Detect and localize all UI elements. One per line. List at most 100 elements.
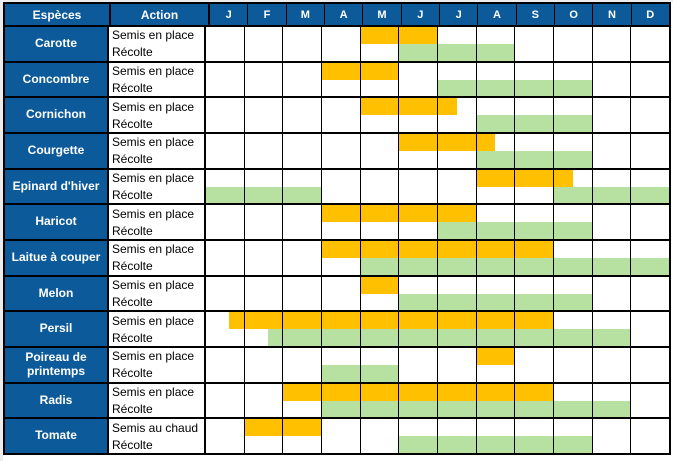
month-cell xyxy=(361,43,400,61)
action-cell: Semis en place xyxy=(109,276,206,294)
month-cell xyxy=(361,98,400,116)
month-cell xyxy=(554,436,593,454)
month-cell xyxy=(477,348,516,365)
month-gridlines xyxy=(206,62,669,80)
month-cell xyxy=(477,419,516,437)
month-grid xyxy=(206,241,669,258)
month-cell xyxy=(554,383,593,401)
month-cell xyxy=(245,257,284,275)
header-species: Espèces xyxy=(5,4,111,25)
month-cell xyxy=(477,43,516,61)
month-cell xyxy=(477,222,516,240)
month-cell xyxy=(206,419,245,437)
month-cell xyxy=(206,79,245,97)
action-row: Semis en place xyxy=(109,312,669,330)
month-cell xyxy=(554,79,593,97)
month-cell xyxy=(399,436,439,454)
species-rows: Semis en place Récolte xyxy=(109,134,669,168)
month-cell xyxy=(361,186,400,204)
header-month: D xyxy=(646,8,655,21)
month-cell xyxy=(206,436,245,454)
month-cell xyxy=(554,257,593,275)
action-cell: Récolte xyxy=(109,150,206,168)
recolte-segment xyxy=(476,150,592,168)
month-cell xyxy=(631,27,669,44)
month-cell xyxy=(361,436,400,454)
month-cell xyxy=(206,400,245,418)
action-cell: Semis en place xyxy=(109,348,206,365)
semis-segment xyxy=(283,383,554,401)
month-gridlines xyxy=(206,134,669,151)
species-block: Melon Semis en place Récolte xyxy=(5,276,669,313)
month-cell xyxy=(593,400,632,418)
month-cell xyxy=(554,293,593,311)
header-month: A xyxy=(478,4,517,25)
month-cell xyxy=(593,98,632,116)
month-grid xyxy=(206,257,669,275)
month-cell xyxy=(399,134,439,151)
month-cell xyxy=(631,419,669,436)
month-grid xyxy=(206,150,669,168)
month-grid xyxy=(206,383,669,401)
month-cell xyxy=(515,134,555,151)
month-cell xyxy=(283,222,323,240)
month-grid xyxy=(206,348,669,365)
month-cell xyxy=(515,241,555,258)
header-month: M xyxy=(287,4,325,25)
month-grid xyxy=(206,27,669,44)
month-cell xyxy=(631,115,669,132)
month-cell xyxy=(322,222,361,240)
month-grid xyxy=(206,400,669,418)
month-gridlines xyxy=(206,43,669,61)
species-cell: Laitue à couper xyxy=(5,241,109,275)
month-cell xyxy=(554,62,593,80)
month-cell xyxy=(361,383,400,401)
action-cell: Semis en place xyxy=(109,169,206,187)
month-cell xyxy=(283,257,323,275)
month-cell xyxy=(438,348,477,365)
month-cell xyxy=(554,27,593,44)
month-cell xyxy=(322,400,361,418)
month-cell xyxy=(361,205,400,223)
month-grid xyxy=(206,364,669,382)
species-cell: Epinard d'hiver xyxy=(5,169,109,204)
month-cell xyxy=(399,419,439,437)
month-cell xyxy=(477,62,516,80)
month-cell xyxy=(515,205,555,223)
month-gridlines xyxy=(206,150,669,168)
month-cell xyxy=(438,222,477,240)
month-cell xyxy=(593,329,632,347)
species-cell: Haricot xyxy=(5,205,109,240)
month-cell xyxy=(322,150,361,168)
month-cell xyxy=(361,293,400,311)
action-row: Récolte xyxy=(109,186,669,204)
month-cell xyxy=(283,364,323,382)
month-cell xyxy=(283,419,323,437)
month-gridlines xyxy=(206,115,669,133)
month-cell xyxy=(399,115,439,133)
month-cell xyxy=(438,134,477,151)
month-cell xyxy=(477,364,516,382)
month-cell xyxy=(361,312,400,330)
month-cell xyxy=(438,400,477,418)
month-cell xyxy=(206,257,245,275)
species-rows: Semis en place Récolte xyxy=(109,169,669,204)
species-block: Tomate Semis au chaud Récolte xyxy=(5,419,669,454)
month-cell xyxy=(477,79,516,97)
month-cell xyxy=(438,205,477,223)
month-grid xyxy=(206,329,669,347)
month-cell xyxy=(515,383,555,401)
month-cell xyxy=(477,383,516,401)
month-cell xyxy=(515,419,555,437)
month-cell xyxy=(438,419,477,437)
month-cell xyxy=(399,364,439,382)
month-cell xyxy=(361,241,400,258)
month-cell xyxy=(245,205,284,223)
month-cell xyxy=(206,364,245,382)
month-cell xyxy=(631,187,669,204)
action-cell: Semis en place xyxy=(109,27,206,44)
action-row: Récolte xyxy=(109,257,669,275)
month-cell xyxy=(631,80,669,97)
month-cell xyxy=(515,329,555,347)
action-row: Semis au chaud xyxy=(109,419,669,437)
